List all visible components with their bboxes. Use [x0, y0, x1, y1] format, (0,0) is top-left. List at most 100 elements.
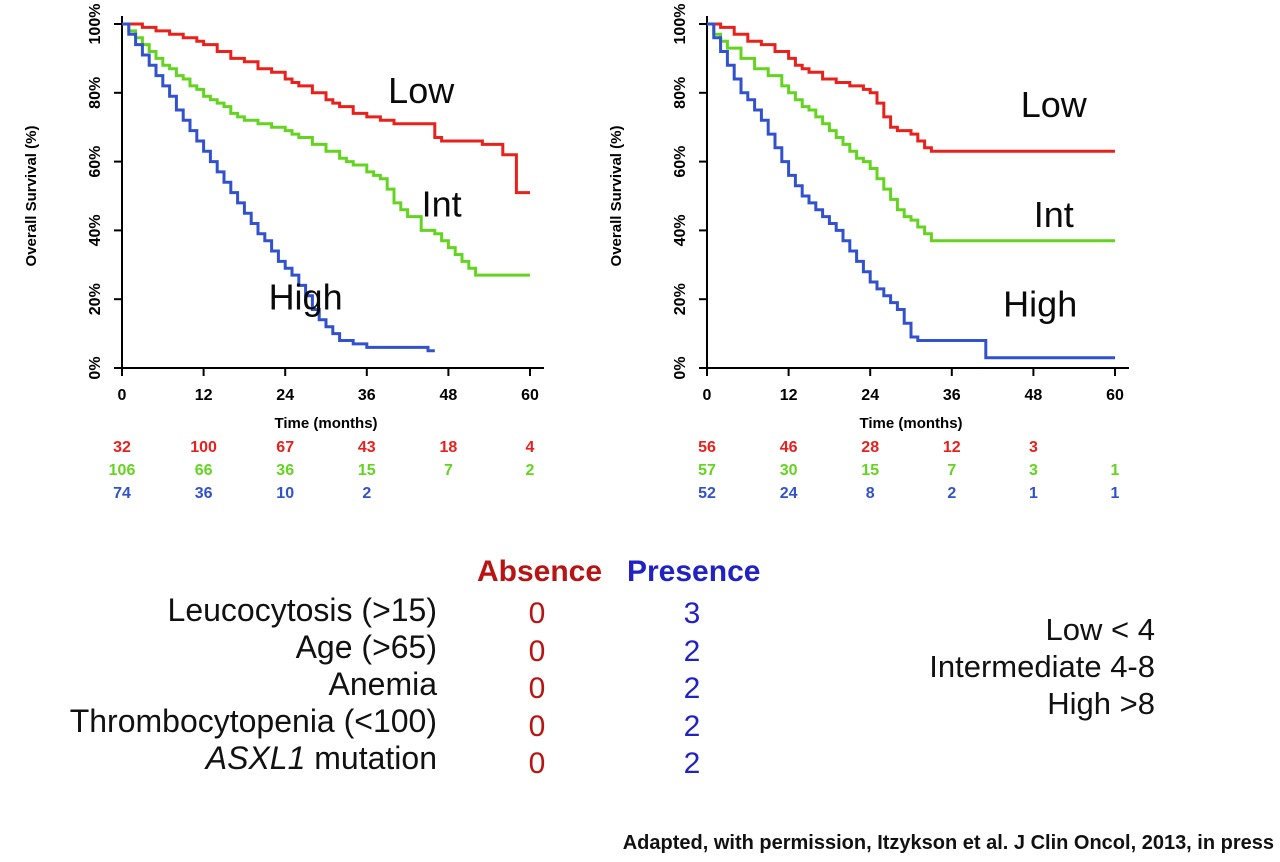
x-axis-title: Time (months) — [274, 415, 377, 432]
absence-value: 0 — [528, 597, 546, 630]
km-curve-high — [122, 22, 435, 353]
km-curve-high — [707, 22, 1115, 360]
at-risk-count-int: 2 — [526, 462, 535, 479]
at-risk-count-int: 7 — [947, 462, 956, 479]
score-row-label: Anemia — [328, 666, 438, 702]
at-risk-count-high: 2 — [947, 485, 956, 502]
x-tick-label: 48 — [1025, 387, 1043, 404]
y-tick-label: 20% — [672, 283, 689, 315]
at-risk-count-low: 46 — [780, 439, 798, 456]
y-tick-label: 0% — [87, 356, 104, 379]
at-risk-count-low: 100 — [190, 439, 217, 456]
presence-value: 2 — [683, 634, 701, 668]
at-risk-count-low: 3 — [1029, 439, 1038, 456]
presence-value: 2 — [683, 747, 701, 780]
at-risk-count-low: 18 — [440, 439, 458, 456]
y-axis-title: Overall Survival (%) — [608, 126, 625, 267]
at-risk-count-int: 3 — [1029, 462, 1038, 479]
at-risk-count-int: 36 — [276, 462, 294, 479]
score-row-label: Age (>65) — [295, 629, 437, 665]
at-risk-count-high: 1 — [1029, 485, 1038, 502]
at-risk-count-high: 24 — [780, 485, 798, 502]
at-risk-count-low: 67 — [276, 439, 294, 456]
at-risk-count-low: 56 — [698, 439, 716, 456]
curve-label-low: Low — [388, 70, 455, 111]
x-tick-label: 0 — [703, 387, 712, 404]
score-row-label: Leucocytosis (>15) — [167, 592, 437, 628]
at-risk-count-high: 52 — [698, 485, 716, 502]
x-tick-label: 0 — [118, 387, 127, 404]
cutoff-low: Low < 4 — [1045, 612, 1155, 647]
at-risk-count-low: 12 — [943, 439, 961, 456]
km-curve-low — [707, 22, 1115, 153]
at-risk-count-high: 8 — [866, 485, 875, 502]
absence-header: Absence — [477, 555, 603, 588]
km-curve-int — [707, 22, 1115, 243]
at-risk-count-int: 106 — [109, 462, 136, 479]
score-row-label: ASXL1 mutation — [0, 740, 437, 777]
y-tick-label: 60% — [87, 146, 104, 178]
at-risk-count-high: 36 — [195, 485, 213, 502]
presence-value: 3 — [683, 597, 701, 630]
presence-value: 2 — [683, 672, 701, 705]
at-risk-count-int: 57 — [698, 462, 716, 479]
at-risk-count-int: 30 — [780, 462, 798, 479]
y-tick-label: 80% — [672, 77, 689, 109]
y-tick-label: 100% — [87, 4, 104, 45]
at-risk-count-int: 1 — [1111, 462, 1120, 479]
km-curve-int — [122, 22, 530, 277]
km-curve-low — [122, 22, 530, 195]
at-risk-count-high: 1 — [1111, 485, 1120, 502]
at-risk-count-low: 28 — [861, 439, 879, 456]
curve-label-int: Int — [422, 184, 462, 225]
y-tick-label: 40% — [672, 214, 689, 246]
x-tick-label: 12 — [780, 387, 798, 404]
gene-name-italic: ASXL1 — [205, 740, 306, 776]
score-row-label: Thrombocytopenia (<100) — [69, 703, 437, 739]
curve-label-high: High — [1003, 283, 1077, 324]
x-tick-label: 24 — [861, 387, 879, 404]
attribution: Adapted, with permission, Itzykson et al… — [622, 832, 1274, 854]
presence-column: Presence 3 2 2 2 2 — [627, 555, 761, 785]
y-axis-title: Overall Survival (%) — [23, 126, 40, 267]
y-tick-label: 40% — [87, 214, 104, 246]
x-tick-label: 12 — [195, 387, 213, 404]
at-risk-count-high: 2 — [362, 485, 371, 502]
y-tick-label: 60% — [672, 146, 689, 178]
x-axis-title: Time (months) — [859, 415, 962, 432]
at-risk-count-int: 15 — [861, 462, 879, 479]
at-risk-count-low: 4 — [526, 439, 535, 456]
y-tick-label: 20% — [87, 283, 104, 315]
score-row-labels: Leucocytosis (>15) Age (>65) Anemia Thro… — [0, 592, 437, 777]
at-risk-count-high: 10 — [276, 485, 294, 502]
km-plot: 0 12 24 36 48 600%20%40%60%80%100%Time (month… — [23, 4, 544, 502]
y-tick-label: 100% — [672, 4, 689, 45]
km-chart-right: 0 12 24 36 48 60 0% 20% 40% 60% 80% 100% Time (month… — [595, 0, 1215, 520]
absence-value: 0 — [528, 672, 546, 705]
x-tick-label: 60 — [521, 387, 539, 404]
absence-column: Absence 0 0 0 0 0 — [477, 555, 603, 785]
curve-label-low: Low — [1021, 84, 1088, 125]
at-risk-count-int: 15 — [358, 462, 376, 479]
at-risk-count-low: 32 — [113, 439, 131, 456]
at-risk-count-high: 74 — [113, 485, 131, 502]
km-plot: 0 12 24 36 48 600%20%40%60%80%100%Time (month… — [608, 4, 1129, 502]
x-tick-label: 36 — [358, 387, 376, 404]
curve-label-int: Int — [1034, 194, 1074, 235]
x-tick-label: 48 — [440, 387, 458, 404]
y-tick-label: 0% — [672, 356, 689, 379]
x-tick-label: 24 — [276, 387, 294, 404]
at-risk-count-low: 43 — [358, 439, 376, 456]
curve-label-high: High — [269, 277, 343, 318]
absence-value: 0 — [528, 747, 546, 780]
absence-value: 0 — [528, 634, 546, 668]
x-tick-label: 36 — [943, 387, 961, 404]
presence-header: Presence — [627, 555, 761, 588]
at-risk-count-int: 66 — [195, 462, 213, 479]
presence-value: 2 — [683, 709, 701, 743]
cutoff-high: High >8 — [1047, 686, 1155, 721]
risk-cutoffs: Low < 4 Intermediate 4-8 High >8 — [850, 611, 1155, 722]
score-row-label-rest: mutation — [305, 740, 437, 776]
km-chart-left: 0 12 24 36 48 60 0% 20% 40% 60% 80% 100% Time (month… — [10, 0, 630, 520]
